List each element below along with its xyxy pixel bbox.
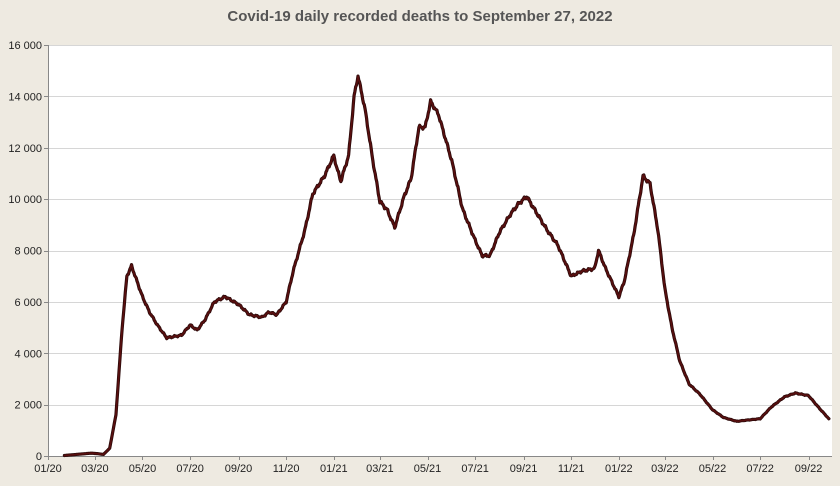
y-tick-labels: 0 2 000 4 000 6 000 8 000 10 000 12 000 14 000 1… bbox=[8, 40, 42, 463]
axes bbox=[44, 45, 832, 460]
x-tick-label: 03/22 bbox=[651, 463, 679, 475]
y-tick-label: 6 000 bbox=[14, 297, 42, 309]
x-tick-labels: 01/20 03/20 05/20 07/20 09/20 11/20 01/21 03/21… bbox=[34, 463, 822, 475]
y-tick-label: 14 000 bbox=[8, 91, 42, 103]
x-tick-label: 01/21 bbox=[320, 463, 348, 475]
series-group bbox=[62, 74, 831, 458]
y-tick-label: 4 000 bbox=[14, 348, 42, 360]
gridlines bbox=[48, 45, 832, 406]
x-tick-label: 07/21 bbox=[461, 463, 489, 475]
y-tick-label: 10 000 bbox=[8, 194, 42, 206]
plot-area-background bbox=[48, 45, 832, 456]
x-tick-label: 05/21 bbox=[414, 463, 442, 475]
x-tick-label: 05/22 bbox=[699, 463, 727, 475]
x-tick-label: 05/20 bbox=[129, 463, 157, 475]
series-line bbox=[63, 75, 830, 457]
y-tick-label: 16 000 bbox=[8, 40, 42, 52]
x-tick-label: 09/21 bbox=[510, 463, 538, 475]
y-tick-label: 8 000 bbox=[14, 246, 42, 258]
y-tick-label: 2 000 bbox=[14, 400, 42, 412]
x-tick-label: 01/22 bbox=[605, 463, 633, 475]
x-tick-label: 07/20 bbox=[176, 463, 204, 475]
x-tick-label: 03/20 bbox=[81, 463, 109, 475]
x-tick-label: 07/22 bbox=[746, 463, 774, 475]
chart-title: Covid-19 daily recorded deaths to Septem… bbox=[227, 8, 613, 25]
x-tick-label: 01/20 bbox=[34, 463, 62, 475]
x-tick-label: 09/20 bbox=[225, 463, 253, 475]
x-tick-label: 03/21 bbox=[366, 463, 394, 475]
x-tick-label: 09/22 bbox=[795, 463, 823, 475]
y-tick-label: 12 000 bbox=[8, 143, 42, 155]
y-tick-label: 0 bbox=[36, 451, 42, 463]
x-tick-label: 11/20 bbox=[273, 463, 300, 475]
x-tick-label: 11/21 bbox=[558, 463, 585, 475]
